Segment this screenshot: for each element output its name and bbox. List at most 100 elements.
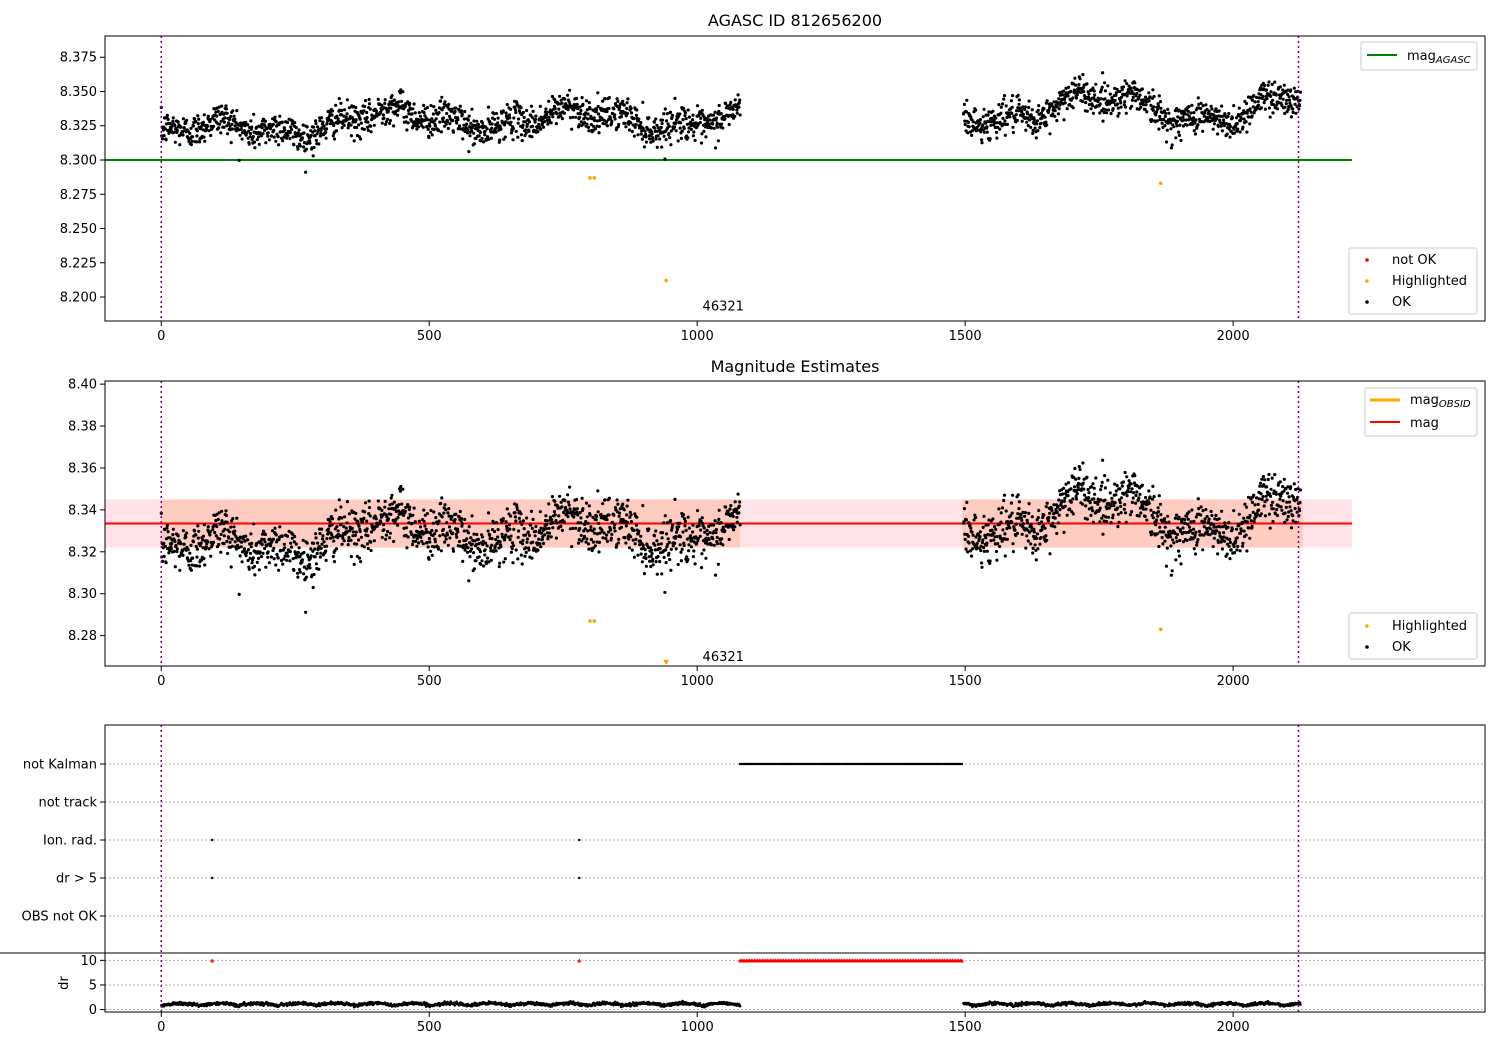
- ok-point: [1100, 85, 1104, 89]
- ok-point: [998, 544, 1002, 549]
- ok-point: [342, 525, 346, 529]
- ok-point: [1062, 89, 1066, 93]
- ok-point: [605, 120, 609, 124]
- ok-point: [1130, 510, 1134, 514]
- ok-point: [1152, 495, 1156, 499]
- ok-point: [248, 135, 252, 139]
- ok-point: [509, 550, 513, 554]
- ok-point: [304, 610, 308, 614]
- ok-point: [1240, 544, 1245, 548]
- ok-point: [593, 118, 597, 123]
- ok-point: [483, 553, 487, 557]
- ok-point: [196, 122, 200, 126]
- ok-point: [1187, 510, 1191, 514]
- ok-point: [290, 122, 294, 126]
- ok-point: [272, 128, 276, 132]
- ok-point: [684, 528, 688, 533]
- ok-point: [466, 546, 470, 550]
- ok-point: [258, 131, 262, 135]
- ok-point: [465, 122, 469, 126]
- ok-point: [1220, 129, 1224, 133]
- ok-point: [340, 542, 344, 546]
- ok-point: [1156, 510, 1161, 514]
- legend-highlighted-label: Highlighted: [1392, 274, 1467, 289]
- dr-tick-label: 10: [80, 954, 97, 969]
- ok-point: [987, 110, 991, 114]
- ok-point: [602, 514, 606, 519]
- ok-point: [1273, 80, 1277, 84]
- ok-point: [486, 105, 491, 109]
- ok-point: [1262, 504, 1266, 508]
- ok-point: [656, 542, 661, 546]
- ok-point: [1151, 484, 1155, 488]
- ok-point: [1061, 492, 1065, 496]
- ok-point: [486, 556, 490, 560]
- ok-point: [1294, 487, 1298, 492]
- ok-point: [1211, 117, 1215, 121]
- ok-point: [262, 530, 266, 534]
- ok-point: [173, 140, 177, 144]
- ok-point: [408, 514, 413, 518]
- ok-point: [480, 121, 484, 125]
- ok-point: [547, 502, 551, 506]
- not-kalman-point: [754, 762, 758, 766]
- ok-point: [1036, 516, 1040, 520]
- ok-point: [1283, 105, 1287, 109]
- ok-point: [585, 122, 589, 126]
- ok-point: [721, 543, 725, 547]
- ok-point: [272, 546, 276, 550]
- ok-point: [732, 528, 736, 532]
- ok-point: [625, 504, 629, 508]
- ok-point: [490, 122, 494, 126]
- ok-point: [1078, 77, 1082, 81]
- ok-point: [544, 115, 548, 119]
- ok-point: [1189, 520, 1193, 524]
- ok-point: [1174, 536, 1178, 540]
- ok-point: [1025, 518, 1029, 522]
- plot-background: 0 500 1000 1500 20008.288.308.328.348.368.38…: [68, 378, 1486, 689]
- ok-point: [1119, 504, 1123, 508]
- ok-point: [225, 539, 229, 544]
- ok-point: [658, 128, 662, 133]
- ok-point: [433, 540, 437, 544]
- ok-point: [1265, 88, 1269, 92]
- ok-point: [729, 100, 733, 104]
- ok-point: [712, 126, 716, 130]
- ok-point: [1185, 514, 1189, 518]
- ok-point: [416, 125, 421, 129]
- ok-point: [467, 114, 471, 118]
- ok-point: [1252, 94, 1256, 98]
- ok-point: [189, 543, 193, 548]
- ok-point: [246, 129, 251, 133]
- ok-point: [1056, 504, 1060, 508]
- ok-point: [470, 514, 474, 518]
- ok-point: [291, 135, 295, 139]
- ok-point: [968, 549, 973, 553]
- ok-point: [510, 547, 514, 551]
- ok-point: [1044, 534, 1048, 538]
- ok-point: [336, 535, 340, 540]
- ok-point: [686, 515, 690, 519]
- ok-point: [411, 107, 415, 111]
- ok-point: [492, 117, 497, 121]
- ok-point: [196, 114, 200, 118]
- ok-point: [205, 124, 210, 128]
- ok-point: [1069, 89, 1073, 93]
- ok-point: [536, 130, 540, 134]
- ok-point: [521, 123, 525, 127]
- ok-point: [507, 523, 511, 527]
- ok-point: [1260, 477, 1264, 481]
- ok-point: [550, 495, 555, 499]
- ok-point: [1282, 83, 1286, 87]
- ok-point: [691, 523, 695, 527]
- ok-point: [1260, 497, 1264, 502]
- ok-point: [1117, 498, 1122, 502]
- ok-point: [551, 526, 555, 530]
- ok-point: [216, 109, 220, 113]
- ok-point: [1002, 94, 1007, 98]
- ok-point: [1237, 106, 1241, 110]
- ok-point: [459, 516, 464, 521]
- ok-point: [1232, 551, 1237, 555]
- highlighted-point: [588, 176, 592, 180]
- ok-point: [311, 549, 315, 553]
